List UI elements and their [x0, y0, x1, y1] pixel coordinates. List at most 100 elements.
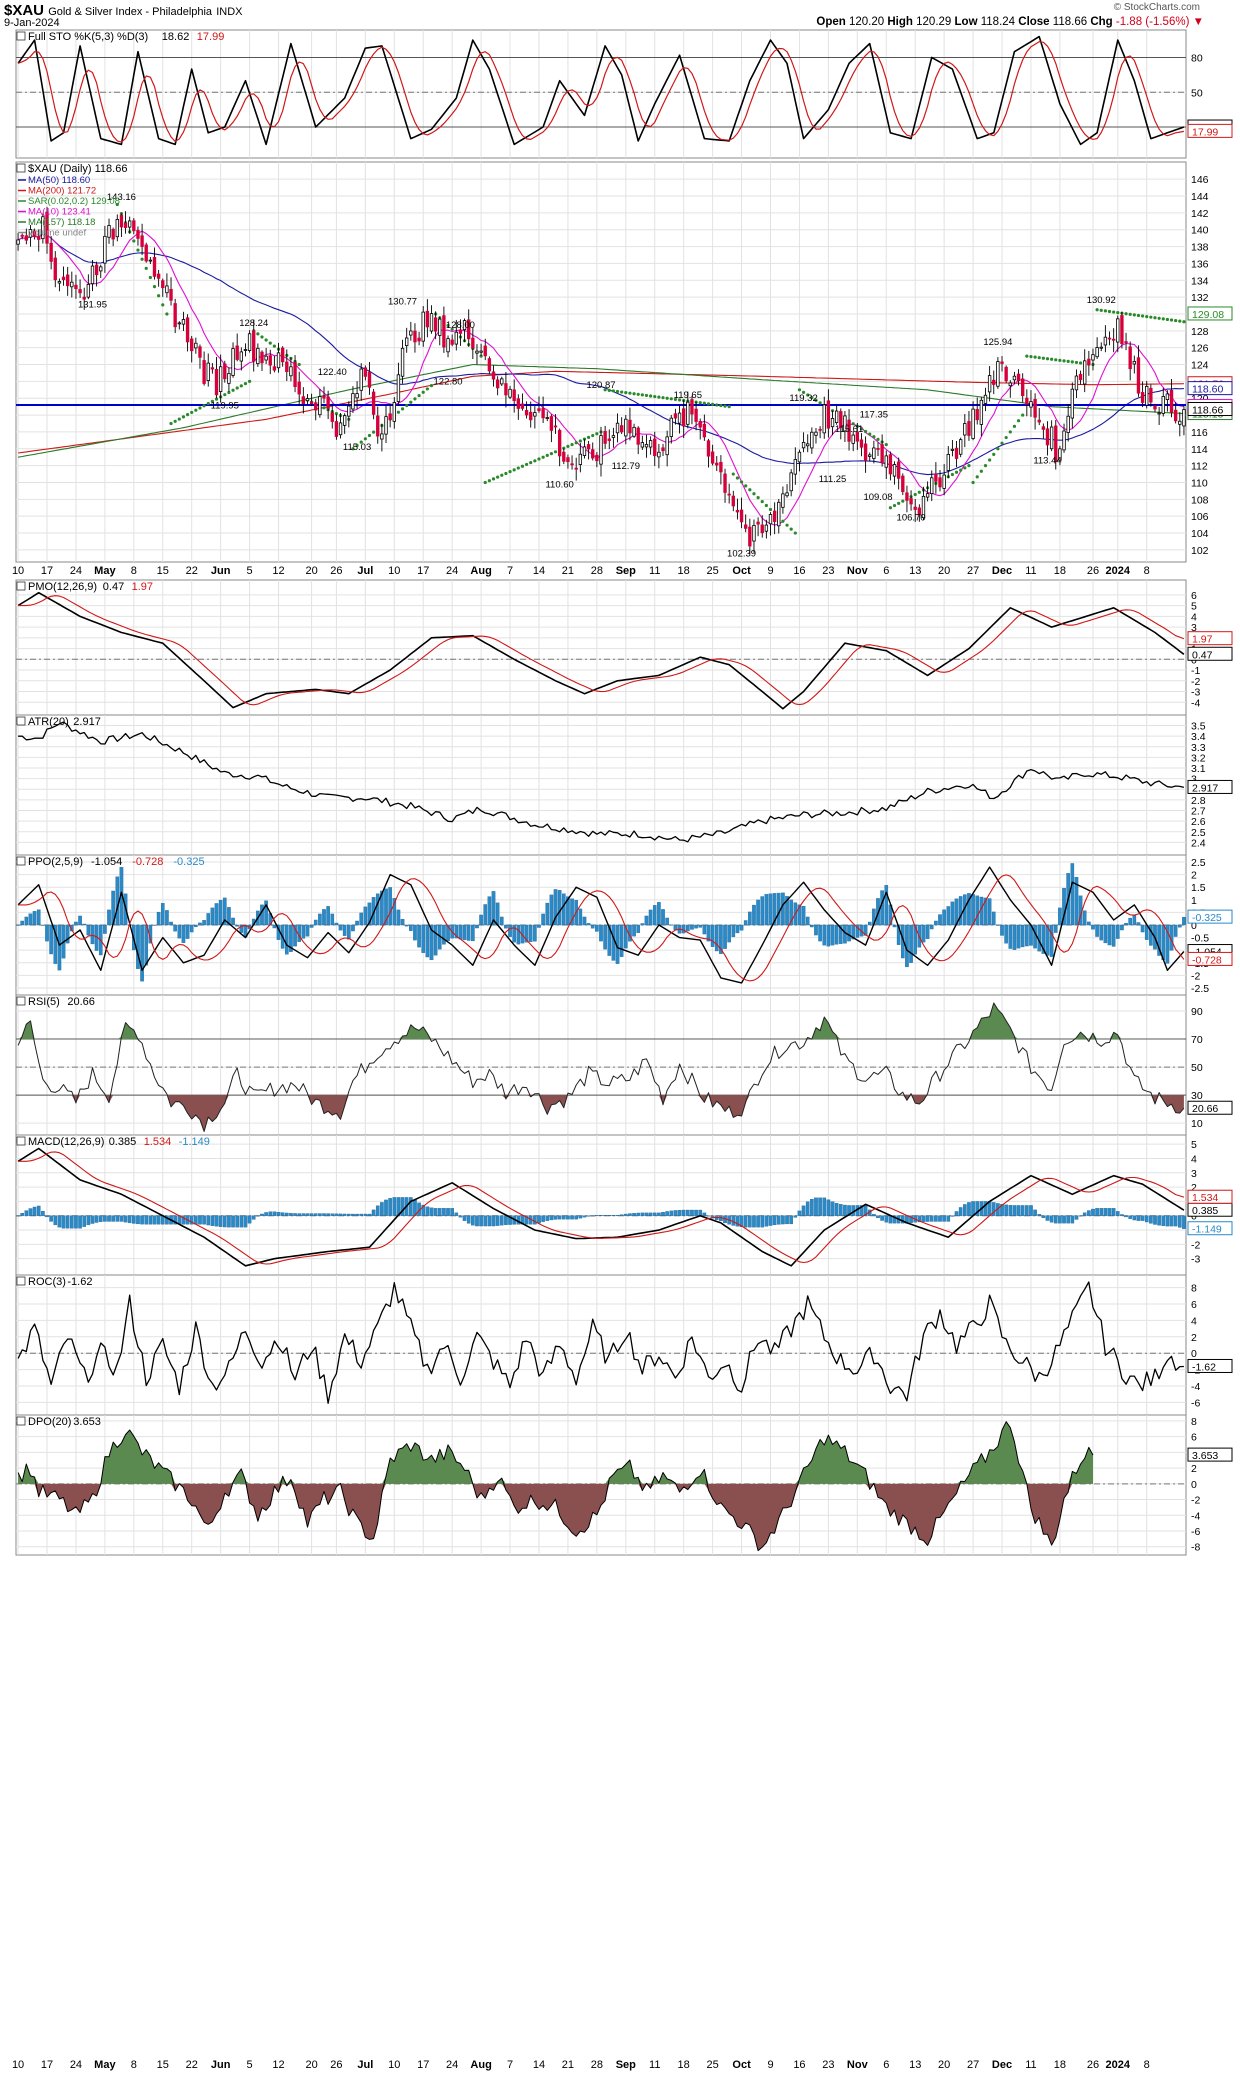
candle	[65, 266, 70, 296]
histogram-bar	[971, 1201, 975, 1216]
candle-body	[49, 242, 53, 262]
sar-dot	[1016, 419, 1021, 423]
sar-dot	[1149, 315, 1153, 319]
histogram-bar	[305, 1213, 310, 1216]
legend-entry: MA(157) 118.18	[28, 217, 95, 228]
histogram-bar	[504, 1215, 508, 1225]
candle	[214, 356, 219, 399]
histogram-bar	[781, 892, 785, 926]
candle	[785, 484, 789, 498]
x-tick-label: 20	[938, 2059, 950, 2071]
legend-entry: SAR(0.02,0.2) 129.08	[28, 196, 120, 207]
candle-body	[1161, 396, 1165, 414]
candle-body	[384, 416, 388, 435]
sar-dot	[413, 397, 417, 401]
candle-body	[103, 235, 107, 264]
sar-dot	[1066, 359, 1070, 363]
candle	[322, 386, 326, 404]
histogram-bar	[1173, 1215, 1178, 1227]
histogram-bar	[45, 1215, 49, 1218]
last-value-box	[1187, 646, 1233, 661]
candle-body	[301, 396, 306, 405]
candle-body	[880, 444, 884, 464]
histogram-bar	[1004, 924, 1008, 944]
candle	[839, 408, 843, 440]
sar-dot	[1000, 441, 1004, 445]
candle-body	[309, 401, 314, 405]
candle	[847, 409, 851, 451]
candle	[74, 274, 78, 299]
candle	[529, 401, 533, 428]
candle	[20, 233, 24, 240]
histogram-bar	[913, 924, 918, 955]
histogram-bar	[363, 1213, 368, 1216]
histogram-bar	[433, 924, 438, 956]
candle-body	[611, 435, 616, 438]
histogram-bar	[615, 1215, 620, 1216]
sar-dot	[210, 399, 214, 403]
candle-body	[764, 524, 769, 532]
x-tick-label: 9	[767, 2059, 773, 2071]
candle	[1107, 331, 1112, 346]
histogram-bar	[1087, 921, 1091, 926]
x-tick-label: Aug	[470, 565, 491, 577]
negative-fill	[18, 1483, 1093, 1551]
candle	[1091, 348, 1095, 371]
x-tick-label: 17	[417, 2059, 429, 2071]
price-annotation: 117.35	[860, 410, 888, 421]
y-tick-label: 0	[1191, 1348, 1197, 1360]
histogram-bar	[318, 913, 322, 926]
histogram-bar	[1058, 1215, 1062, 1224]
positive-fill	[18, 1421, 1093, 1484]
candle-body	[723, 473, 727, 493]
candle-body	[508, 388, 512, 398]
histogram-bar	[611, 924, 616, 961]
histogram-bar	[1095, 924, 1099, 937]
sar-dot	[830, 409, 835, 413]
histogram-bar	[231, 917, 235, 926]
price-annotation: 120.87	[586, 380, 615, 391]
y-tick-label: -2	[1191, 1495, 1200, 1507]
price-annotation: 128.24	[239, 318, 268, 329]
candle	[359, 363, 363, 401]
candle	[371, 388, 376, 420]
candle-body	[971, 408, 975, 439]
candle-body	[479, 350, 483, 353]
candle-body	[1045, 428, 1050, 446]
histogram-bar	[450, 1208, 454, 1216]
histogram-bar	[1149, 1215, 1153, 1224]
sar-dot	[657, 395, 661, 399]
sar-dot	[706, 402, 711, 406]
histogram-bar	[185, 924, 190, 939]
candle	[355, 381, 359, 409]
histogram-bar	[330, 1213, 335, 1216]
sar-dot	[508, 470, 512, 474]
candle	[512, 379, 516, 413]
sar-dot	[1025, 354, 1029, 358]
histogram-bar	[136, 1215, 140, 1225]
candle-body	[409, 330, 413, 336]
candle	[1058, 445, 1062, 466]
candle-body	[682, 408, 686, 427]
candle	[136, 226, 140, 246]
candle	[735, 498, 740, 520]
candle	[37, 229, 41, 252]
last-value-label: 2.917	[1192, 782, 1218, 794]
candle-body	[438, 318, 442, 336]
candle-body	[624, 418, 628, 437]
candle-body	[260, 351, 264, 364]
y-tick-label: -4	[1191, 697, 1200, 709]
series-line	[18, 874, 1185, 982]
y-tick-label: 138	[1191, 242, 1209, 254]
histogram-bar	[549, 1215, 554, 1221]
histogram-bar	[1062, 1215, 1066, 1224]
sar-dot	[496, 475, 500, 479]
y-tick-label: -3	[1191, 1254, 1200, 1266]
sar-dot	[859, 427, 864, 431]
sar-dot	[971, 480, 975, 485]
histogram-bar	[425, 924, 430, 958]
candle-body	[715, 462, 719, 466]
candle	[938, 469, 942, 492]
candle	[413, 323, 417, 353]
